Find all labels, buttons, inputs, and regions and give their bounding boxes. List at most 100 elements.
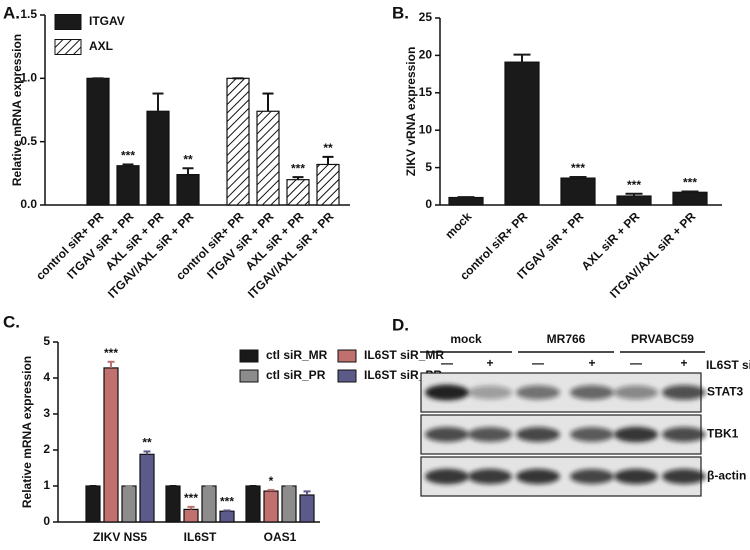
y-tick-label: 20 (419, 48, 433, 62)
treatment-label: IL6ST siR (706, 358, 750, 372)
y-tick-label: 0.5 (20, 134, 37, 148)
band (468, 468, 512, 485)
lane-sign: + (588, 356, 595, 370)
bar (121, 485, 137, 523)
bar (672, 191, 708, 206)
band (516, 385, 560, 400)
bar (448, 196, 484, 206)
error-bar (187, 505, 195, 510)
group-label: PRVABC59 (631, 332, 694, 346)
y-tick-label: 0.0 (20, 197, 37, 211)
band (468, 385, 512, 400)
error-bar (107, 360, 115, 368)
band (662, 468, 706, 485)
legend-swatch (239, 349, 259, 363)
significance-label: *** (683, 176, 697, 190)
error-bar (513, 53, 531, 63)
band (570, 469, 614, 484)
significance-label: *** (184, 491, 198, 505)
y-tick-label: 4 (43, 370, 50, 384)
significance-label: ** (323, 141, 333, 155)
error-bar (143, 450, 151, 455)
error-bar (152, 92, 164, 112)
band (570, 385, 614, 400)
y-tick-label: 0 (43, 514, 50, 528)
bar (139, 453, 155, 523)
error-bar (322, 155, 334, 165)
error-bar (569, 175, 587, 179)
row-label: STAT3 (707, 385, 744, 399)
legend-swatch (337, 369, 357, 383)
lane-sign: — (630, 356, 642, 370)
band (614, 468, 658, 485)
y-tick-label: 1 (43, 478, 50, 492)
lane-sign: + (486, 356, 493, 370)
group-label: mock (450, 332, 482, 346)
bar (165, 485, 181, 523)
band (468, 427, 512, 442)
bar (103, 367, 119, 523)
bar (219, 510, 235, 523)
error-bar (262, 92, 274, 112)
band (516, 468, 560, 485)
significance-label: *** (627, 178, 641, 192)
significance-label: ** (142, 436, 152, 450)
band (425, 384, 469, 401)
bar (616, 195, 652, 206)
y-tick-label: 25 (419, 10, 433, 24)
bar (281, 485, 297, 523)
significance-label: *** (220, 495, 234, 509)
y-axis-label: Relative mRNA expression (20, 356, 34, 508)
band (516, 427, 560, 442)
panel-label: D. (392, 315, 409, 334)
lane-sign: — (441, 356, 453, 370)
y-axis-label: Relative mRNA expression (10, 34, 24, 186)
error-bar (122, 163, 134, 166)
panel-label: B. (392, 3, 409, 22)
significance-label: ** (183, 152, 193, 166)
significance-label: *** (104, 346, 118, 360)
error-bar (681, 190, 699, 193)
error-bar (267, 488, 275, 492)
bar (504, 61, 540, 206)
y-tick-label: 10 (419, 122, 433, 136)
y-tick-label: 3 (43, 406, 50, 420)
x-tick-label: OAS1 (264, 530, 297, 544)
band (570, 427, 614, 442)
band (425, 468, 469, 485)
bar (176, 174, 200, 206)
bar (286, 179, 310, 206)
significance-label: *** (571, 161, 585, 175)
band (425, 427, 469, 442)
row-label: TBK1 (707, 427, 739, 441)
bar (256, 110, 280, 206)
error-bar (223, 509, 231, 512)
significance-label: *** (291, 161, 305, 175)
bar (183, 508, 199, 523)
row-label: β-actin (707, 469, 746, 483)
significance-label: *** (121, 149, 135, 163)
panel-label: A. (3, 3, 20, 22)
y-tick-label: 0 (425, 197, 432, 211)
y-tick-label: 1.5 (20, 7, 37, 21)
bar (146, 110, 170, 206)
bar (316, 163, 340, 206)
bar (263, 490, 279, 523)
band (662, 385, 706, 400)
group-label: MR766 (547, 332, 586, 346)
legend-label: ctl siR_PR (266, 368, 326, 382)
panel-label: C. (3, 312, 20, 331)
legend-label: AXL (89, 39, 113, 53)
y-tick-label: 1.0 (20, 71, 37, 85)
significance-label: * (269, 474, 274, 488)
legend-swatch (337, 349, 357, 363)
y-tick-label: 5 (425, 160, 432, 174)
legend-label: ITGAV (89, 14, 125, 28)
bar (85, 485, 101, 523)
y-axis-label: ZIKV vRNA expression (404, 47, 418, 177)
lane-sign: — (532, 356, 544, 370)
error-bar (182, 167, 194, 175)
error-bar (303, 490, 311, 495)
bar (299, 494, 315, 523)
